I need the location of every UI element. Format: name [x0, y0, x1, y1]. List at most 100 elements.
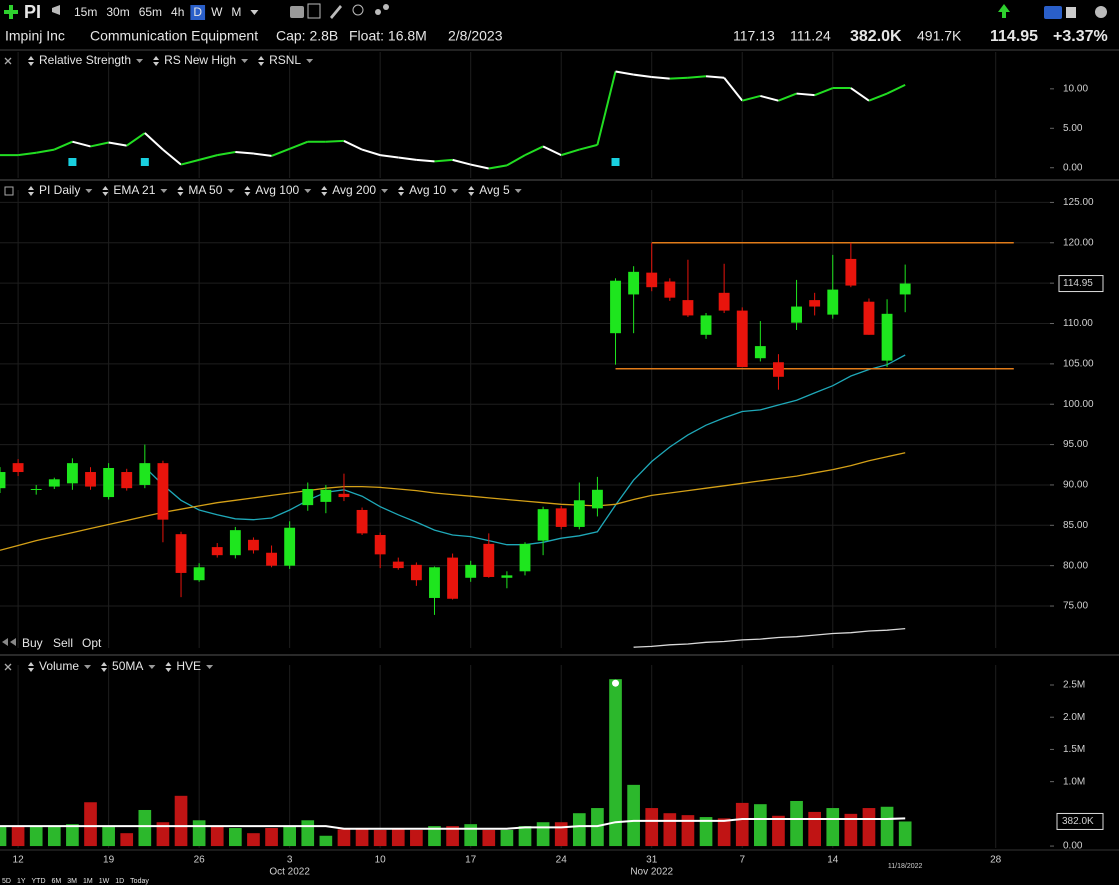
legend-dropdown — [381, 189, 389, 193]
day-low: 111.24 — [790, 28, 831, 44]
company: Impinj Inc — [5, 28, 65, 44]
y-tick-label: 2.0M — [1063, 712, 1085, 723]
legend-label[interactable]: 50MA — [112, 659, 143, 673]
rs-new-high-marker — [611, 158, 620, 166]
rs-line-segment — [868, 92, 888, 102]
candle-body — [66, 463, 78, 484]
legend-label[interactable]: Avg 100 — [255, 183, 299, 197]
save-icon[interactable] — [1066, 7, 1076, 18]
legend-label[interactable]: RS New High — [164, 53, 236, 67]
buy-button[interactable]: Buy — [22, 636, 43, 650]
last-price: 114.95 — [990, 28, 1038, 45]
rs-line-segment — [162, 148, 182, 166]
x-tick-label: 14 — [827, 855, 839, 866]
range-button[interactable]: 1Y — [17, 878, 26, 885]
timeframe-button[interactable]: W — [211, 5, 223, 19]
range-button[interactable]: 1M — [83, 878, 93, 885]
rs-line-segment — [705, 75, 725, 79]
volume-bar — [192, 820, 206, 847]
sell-button[interactable]: Sell — [53, 636, 73, 650]
legend-label[interactable]: HVE — [176, 659, 201, 673]
volume-bar — [699, 817, 713, 847]
range-button[interactable]: 5D — [2, 878, 11, 885]
draw-icon[interactable] — [330, 5, 342, 19]
sound-icon[interactable] — [52, 5, 60, 15]
move-icon — [102, 186, 109, 196]
x-tick-label: 31 — [646, 855, 658, 866]
range-button[interactable]: YTD — [32, 878, 46, 885]
rs-line-segment — [361, 148, 381, 157]
candle-body — [410, 564, 422, 581]
legend-label[interactable]: RSNL — [269, 53, 301, 67]
opt-button[interactable]: Opt — [82, 636, 102, 650]
tool-icon[interactable] — [290, 6, 304, 18]
legend-label[interactable]: Avg 5 — [479, 183, 510, 197]
candle-body — [646, 272, 658, 288]
volume-bar — [500, 829, 514, 847]
last-volume-tag — [1056, 812, 1104, 830]
volume-bar — [391, 829, 405, 847]
legend-label[interactable]: MA 50 — [188, 183, 222, 197]
candle-body — [211, 547, 223, 556]
range-button[interactable]: Today — [130, 878, 149, 885]
cursor-date: 11/18/2022 — [888, 863, 923, 870]
legend-label[interactable]: Relative Strength — [39, 53, 131, 67]
volume-bar — [772, 815, 785, 847]
timeframe-button[interactable]: 30m — [106, 5, 129, 19]
legend-label[interactable]: Volume — [39, 659, 79, 673]
candle-body — [121, 472, 133, 489]
rs-line-segment — [434, 158, 453, 163]
share-icon[interactable] — [375, 9, 381, 15]
candle-body — [12, 463, 24, 473]
legend-label[interactable]: EMA 21 — [113, 183, 155, 197]
candle-body — [736, 310, 748, 368]
rs-line-segment — [651, 75, 670, 80]
x-tick-label: 19 — [103, 855, 115, 866]
timeframe-button[interactable]: 65m — [139, 5, 162, 19]
candle-body — [537, 509, 549, 541]
move-icon — [258, 56, 265, 66]
move-icon — [165, 662, 172, 672]
trade-icon[interactable] — [2, 638, 16, 646]
calc-icon[interactable] — [307, 3, 321, 19]
symbol[interactable]: PI — [24, 2, 41, 22]
palette-icon[interactable] — [1095, 6, 1107, 18]
legend-label[interactable]: PI Daily — [39, 183, 80, 197]
legend-label[interactable]: Avg 10 — [409, 183, 446, 197]
dropdown — [250, 10, 259, 15]
candle-body — [791, 306, 802, 323]
volume-bar — [446, 826, 459, 847]
candle-body — [139, 463, 151, 485]
close-icon — [4, 663, 12, 671]
search-icon[interactable] — [352, 4, 364, 16]
rs-line-segment — [560, 148, 580, 157]
legend-dropdown — [304, 189, 312, 193]
add-icon[interactable] — [4, 5, 18, 19]
range-button[interactable]: 1D — [115, 878, 124, 885]
rs-line-segment — [144, 132, 164, 151]
rs-new-high-marker — [68, 158, 77, 166]
share-icon-2[interactable] — [383, 4, 389, 10]
timeframe-button[interactable]: 15m — [74, 5, 97, 19]
timeframe-button[interactable]: 4h — [171, 5, 184, 19]
s-icon[interactable] — [1044, 6, 1062, 19]
candle-body — [157, 463, 169, 520]
candle-body — [483, 543, 495, 577]
range-button[interactable]: 6M — [52, 878, 62, 885]
last-volume-label: 382.0K — [1062, 816, 1094, 827]
star-icon[interactable] — [998, 4, 1010, 18]
rs-line-segment — [126, 132, 146, 147]
timeframe-button[interactable]: D — [193, 5, 202, 19]
candle-body — [266, 552, 277, 566]
rs-line-segment — [271, 147, 291, 157]
candle-body — [501, 575, 513, 578]
x-tick-label: 24 — [556, 855, 568, 866]
range-button[interactable]: 3M — [67, 878, 77, 885]
volume-bar — [663, 813, 677, 847]
candle-body — [718, 292, 730, 311]
timeframe-button[interactable]: M — [231, 5, 241, 19]
range-button[interactable]: 1W — [99, 878, 110, 885]
legend-label[interactable]: Avg 200 — [332, 183, 376, 197]
volume-bar — [428, 826, 441, 847]
rs-line-segment — [416, 158, 435, 163]
